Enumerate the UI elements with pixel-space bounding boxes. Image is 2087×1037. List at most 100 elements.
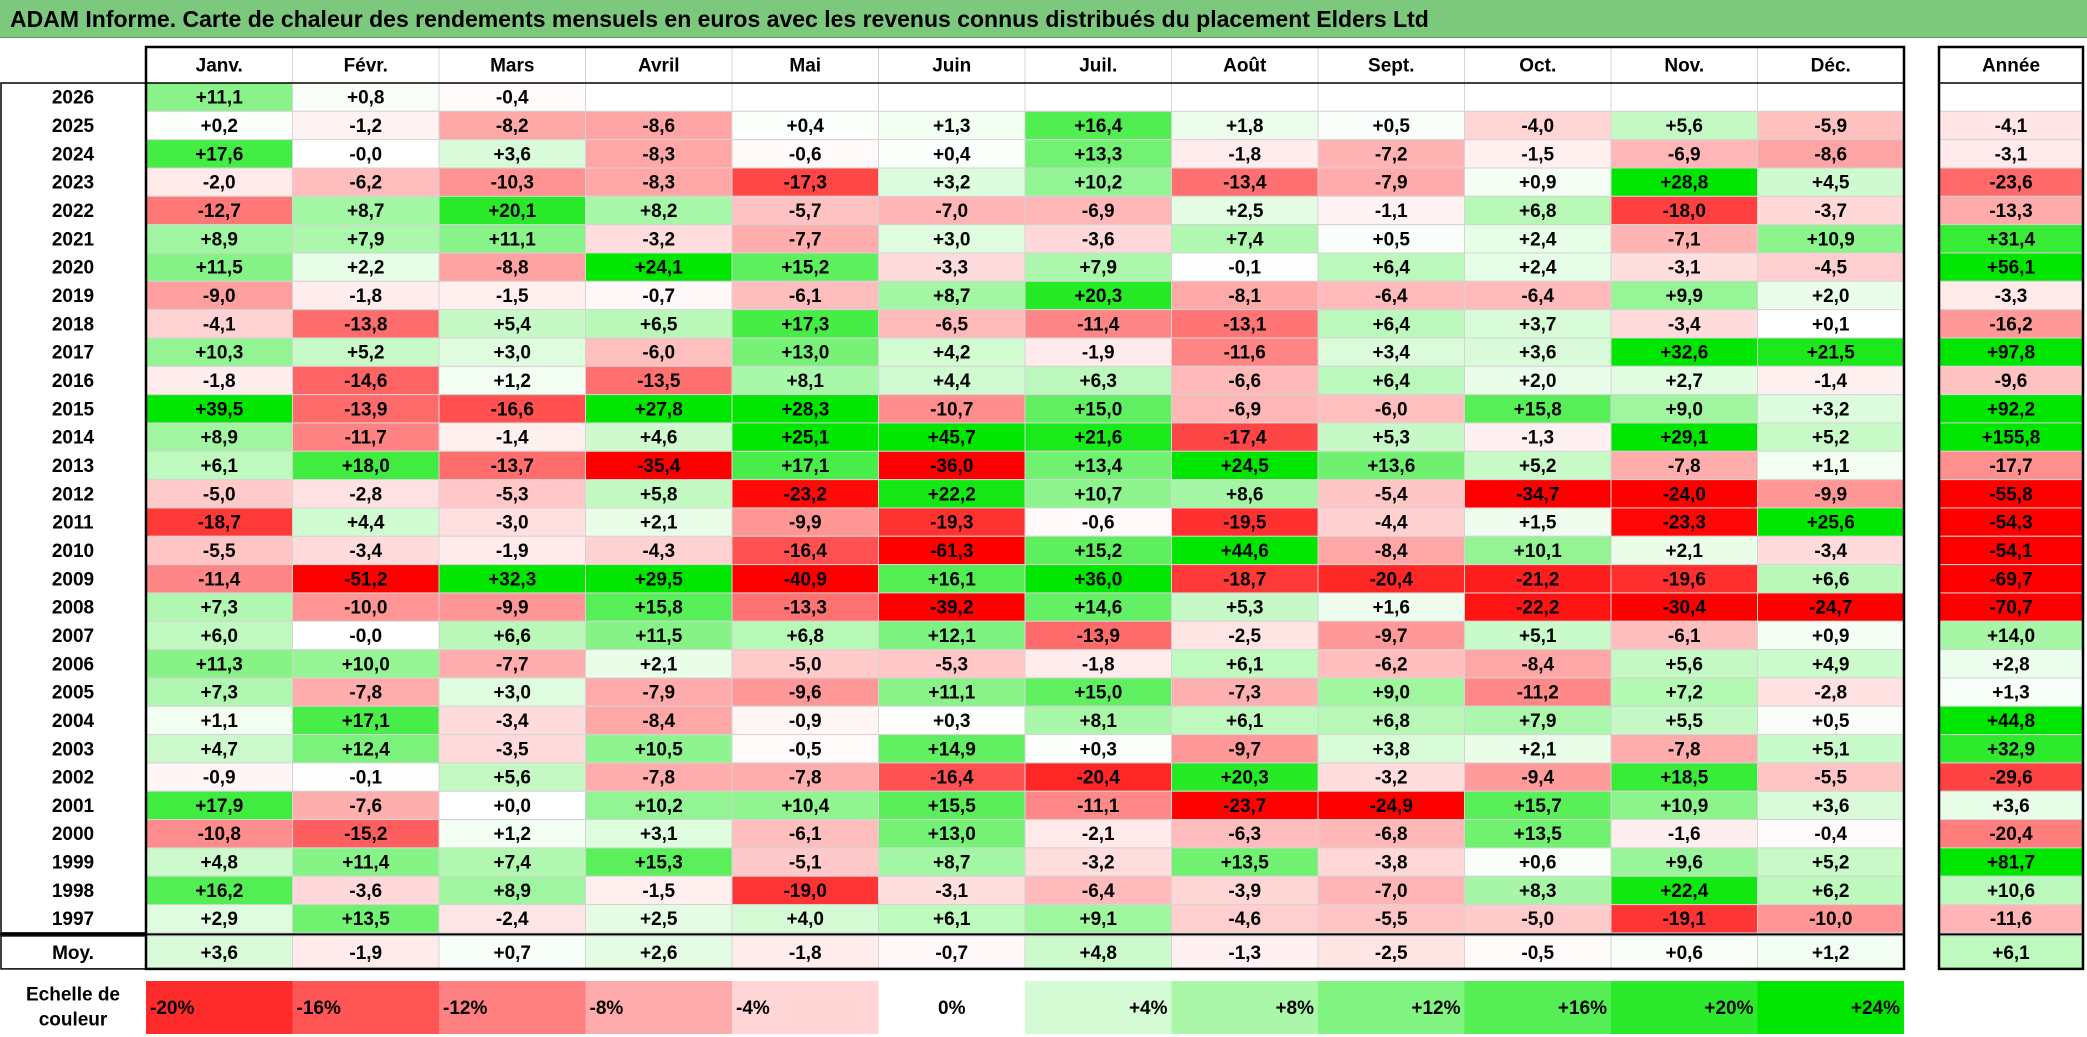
heatmap-cell	[1464, 564, 1612, 594]
heatmap-cell	[438, 139, 586, 169]
cell-value-label: +3,0	[493, 683, 531, 704]
year-total-label: +31,4	[1987, 229, 2036, 250]
cell-value-label: -3,5	[496, 739, 529, 760]
cell-value-label: -8,3	[642, 144, 675, 165]
cell-value-label: +5,2	[1812, 428, 1850, 449]
heatmap-cell	[438, 904, 586, 934]
cell-value-label: -12,7	[198, 201, 241, 222]
heatmap-cell	[1464, 195, 1612, 226]
heatmap-cell	[878, 139, 1026, 169]
heatmap-cell	[1464, 847, 1612, 877]
cell-value-label: +22,4	[1660, 881, 1709, 902]
heatmap-cell	[731, 479, 879, 509]
cell-value-label: +13,3	[1074, 144, 1122, 165]
cell-value-label: -18,7	[1223, 569, 1266, 590]
cell-value-label: -7,6	[349, 796, 382, 817]
heatmap-cell	[1171, 734, 1319, 764]
average-cell	[145, 935, 293, 970]
heatmap-cell	[1024, 394, 1172, 424]
cell-value-label: -8,3	[642, 173, 675, 194]
cell-value-label: +16,1	[928, 569, 977, 590]
heatmap-cell	[292, 365, 440, 396]
heatmap-cell	[438, 337, 586, 367]
cell-value-label: -3,9	[1228, 881, 1261, 902]
cell-value-label: -6,4	[1375, 286, 1408, 307]
heatmap-cell	[1171, 365, 1319, 396]
heatmap-cell	[1464, 790, 1612, 821]
heatmap-cell	[1757, 394, 1905, 424]
heatmap-cell	[1610, 620, 1758, 651]
average-value-label: -0,7	[935, 943, 968, 964]
heatmap-cell	[1610, 309, 1758, 339]
cell-value-label: +11,1	[489, 229, 536, 250]
heatmap-cell	[145, 819, 293, 849]
year-total-label: +3,6	[1992, 796, 2030, 817]
row-year-label: 2018	[52, 314, 94, 335]
cell-value-label: +5,6	[1665, 116, 1703, 137]
heatmap-cell	[1317, 309, 1465, 339]
heatmap-cell	[1317, 110, 1465, 141]
cell-value-label: -14,6	[344, 371, 387, 392]
scale-swatch	[146, 981, 293, 1034]
cell-value-label: -2,1	[1082, 824, 1115, 845]
cell-value-label: -11,2	[1517, 683, 1559, 704]
heatmap-cell	[731, 564, 879, 594]
month-header-cell	[292, 46, 440, 84]
row-year-label: 2011	[52, 513, 94, 534]
cell-value-label: +4,9	[1812, 654, 1850, 675]
heatmap-cell	[878, 394, 1026, 424]
month-header-9: Sept.	[1368, 56, 1414, 77]
heatmap-cell	[145, 649, 293, 679]
cell-value-label: +8,2	[640, 201, 678, 222]
cell-value-label: +6,1	[1226, 711, 1264, 732]
cell-value-label: +2,1	[640, 654, 678, 675]
cell-value-label: +5,5	[1665, 711, 1703, 732]
month-header-2: Févr.	[344, 56, 388, 77]
cell-value-label: +2,4	[1519, 258, 1557, 279]
cell-value-label: +0,6	[1519, 853, 1557, 874]
cell-value-label: -8,6	[1814, 144, 1847, 165]
cell-value-label: -0,6	[789, 144, 822, 165]
heatmap-cell	[1757, 762, 1905, 792]
month-header-6: Juin	[932, 56, 971, 77]
heatmap-cell	[1317, 450, 1465, 481]
heatmap-cell	[1317, 592, 1465, 622]
heatmap-cell	[585, 479, 733, 509]
heatmap-cell	[1317, 394, 1465, 424]
average-cell	[438, 935, 586, 970]
cell-value-label: +1,2	[493, 371, 531, 392]
cell-value-label: -0,9	[203, 768, 236, 789]
month-header-5: Mai	[789, 56, 821, 77]
row-year-label: 2014	[52, 428, 95, 449]
cell-value-label: -3,4	[1814, 541, 1847, 562]
year-total-label: -54,3	[1989, 513, 2032, 534]
heatmap-cell	[731, 252, 879, 282]
cell-value-label: +3,1	[640, 824, 678, 845]
heatmap-cell	[1024, 564, 1172, 594]
cell-value-label: +45,7	[928, 428, 976, 449]
cell-value-label: +24,5	[1221, 456, 1270, 477]
cell-value-label: -1,8	[349, 286, 382, 307]
cell-value-label: +5,1	[1812, 739, 1850, 760]
scale-step-label: +12%	[1411, 998, 1460, 1019]
cell-value-label: -40,9	[784, 569, 827, 590]
heatmap-cell	[292, 507, 440, 537]
cell-value-label: -0,1	[1228, 258, 1261, 279]
cell-value-label: -3,2	[1082, 853, 1115, 874]
average-value-label: +3,6	[200, 943, 238, 964]
heatmap-cell	[1024, 734, 1172, 764]
cell-value-label: -10,3	[491, 173, 534, 194]
heatmap-cell	[145, 110, 293, 141]
cell-value-label: -7,9	[1375, 173, 1408, 194]
cell-value-label: -61,3	[930, 541, 973, 562]
heatmap-cell	[1171, 762, 1319, 792]
cell-value-label: +0,5	[1372, 116, 1410, 137]
year-total-label: +97,8	[1987, 343, 2035, 364]
average-total-label: +6,1	[1992, 943, 2030, 964]
cell-value-label: -8,6	[642, 116, 675, 137]
heatmap-cell	[1317, 790, 1465, 821]
row-year-label: 1997	[52, 909, 94, 930]
heatmap-cell	[878, 224, 1026, 254]
year-total-label: -55,8	[1989, 484, 2032, 505]
average-cell	[1317, 935, 1465, 970]
